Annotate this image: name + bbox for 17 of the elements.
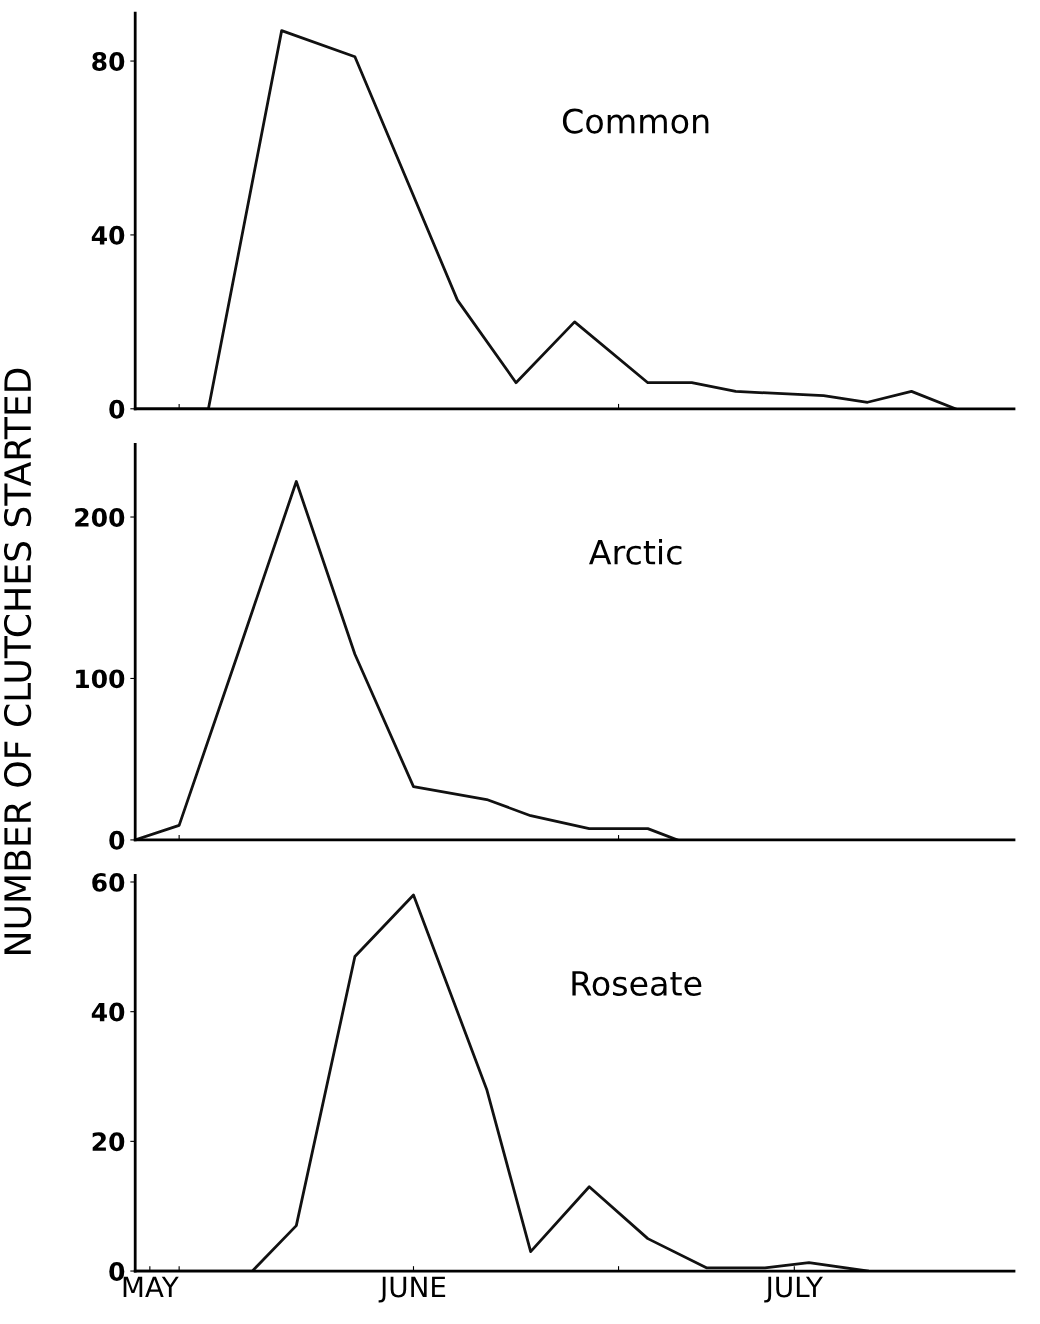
- y-axis-title: NUMBER OF CLUTCHES STARTED: [3, 368, 32, 954]
- y-tick-label: 40: [91, 225, 125, 245]
- x-tick-label: JULY: [764, 1276, 823, 1303]
- y-tick-label: 100: [76, 669, 125, 689]
- y-tick-label: 80: [92, 52, 125, 71]
- y-tick-label: 40: [91, 1002, 125, 1022]
- text: Roseate: [572, 971, 702, 996]
- y-tick-label: 20: [92, 1132, 125, 1152]
- y-tick-label: 60: [92, 872, 125, 892]
- x-tick-label: MAY: [123, 1276, 179, 1298]
- y-tick-label: 0: [109, 399, 125, 419]
- text: Common: [562, 108, 709, 134]
- y-tick-label: 0: [109, 1261, 125, 1281]
- y-tick-label: 200: [75, 507, 125, 527]
- x-tick-label: JUNE: [378, 1276, 446, 1303]
- y-tick-label: 0: [109, 830, 125, 850]
- text: Arctic: [589, 538, 682, 565]
